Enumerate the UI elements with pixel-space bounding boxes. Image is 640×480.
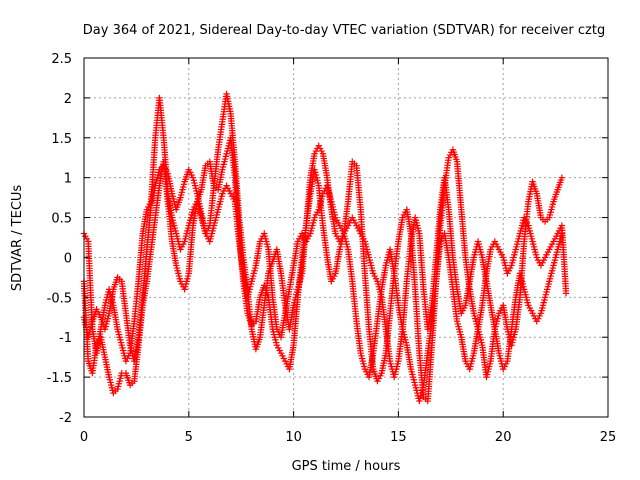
- y-tick-label: 0.5: [51, 212, 72, 227]
- x-axis-label: GPS time / hours: [292, 459, 401, 474]
- x-tick-label: 5: [185, 430, 193, 445]
- plot-frame: [83, 57, 609, 418]
- data-point: [562, 290, 570, 297]
- x-tick-label: 0: [80, 430, 88, 445]
- y-tick-label: 1.5: [51, 132, 72, 147]
- x-tick-label: 10: [285, 430, 302, 445]
- y-tick-label: 2.5: [51, 52, 72, 67]
- y-tick-label: -2: [59, 411, 72, 426]
- x-tick-label: 25: [600, 430, 617, 445]
- y-tick-label: 2: [64, 92, 72, 107]
- y-tick-label: -1.5: [47, 371, 72, 386]
- data-point: [558, 174, 566, 181]
- y-tick-label: -0.5: [47, 291, 72, 306]
- grid: [84, 58, 608, 417]
- x-tick-label: 20: [495, 430, 512, 445]
- y-tick-label: -1: [59, 331, 72, 346]
- x-tick-label: 15: [390, 430, 407, 445]
- data-points: [80, 90, 570, 405]
- chart-title: Day 364 of 2021, Sidereal Day-to-day VTE…: [83, 23, 605, 38]
- y-axis-label: SDTVAR / TECUs: [10, 185, 25, 292]
- y-tick-label: 0: [64, 251, 72, 266]
- y-tick-label: 1: [64, 172, 72, 187]
